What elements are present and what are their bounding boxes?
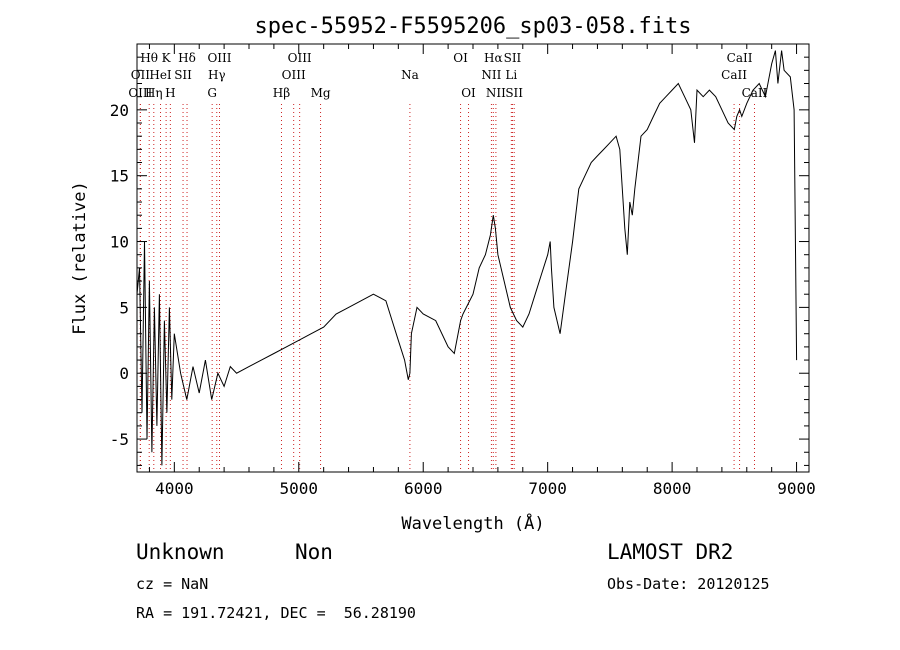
line-label-25: NII	[486, 86, 506, 100]
line-label-22: Hβ	[273, 86, 290, 100]
line-label-27: CaII	[742, 86, 768, 100]
line-label-13: OIII	[282, 68, 306, 82]
x-tick-label-5: 9000	[777, 479, 816, 498]
line-label-23: Mg	[311, 86, 331, 100]
object-subclass: Non	[295, 540, 333, 564]
line-label-0: Hθ	[140, 51, 158, 65]
redshift-cz: cz = NaN	[136, 575, 209, 593]
y-tick-label-4: 15	[110, 167, 129, 186]
x-axis-label: Wavelength (Å)	[401, 512, 544, 534]
line-label-10: HeI	[149, 68, 172, 82]
line-label-11: SII	[174, 68, 192, 82]
line-label-21: G	[207, 86, 217, 100]
obs-date: Obs-Date: 20120125	[607, 575, 770, 593]
line-label-18: OIII	[128, 86, 152, 100]
line-label-19: Hη	[145, 86, 163, 100]
x-tick-label-4: 8000	[653, 479, 692, 498]
line-label-17: CaII	[721, 68, 747, 82]
line-label-14: Na	[401, 68, 419, 82]
line-label-8: CaII	[727, 51, 753, 65]
x-tick-label-3: 7000	[528, 479, 567, 498]
plot-frame	[136, 43, 810, 473]
x-tick-label-0: 4000	[155, 479, 194, 498]
line-label-26: SII	[505, 86, 523, 100]
line-label-4: OIII	[288, 51, 312, 65]
line-label-5: OI	[453, 51, 468, 65]
object-class: Unknown	[136, 540, 225, 564]
x-tick-label-2: 6000	[404, 479, 443, 498]
y-tick-label-0: -5	[110, 430, 129, 449]
y-tick-label-2: 5	[119, 298, 129, 317]
x-axis: 4000 5000 6000 7000 8000 9000	[148, 44, 816, 498]
survey-name: LAMOST DR2	[607, 540, 734, 564]
line-label-3: OIII	[207, 51, 231, 65]
y-axis: -5 0 5 10 15 20	[110, 56, 809, 466]
line-label-7: SII	[504, 51, 522, 65]
line-label-6: Hα	[484, 51, 503, 65]
line-label-24: OI	[461, 86, 476, 100]
y-axis-label: Flux (relative)	[70, 181, 90, 335]
y-tick-label-3: 10	[110, 233, 129, 252]
x-tick-label-1: 5000	[280, 479, 319, 498]
line-label-1: K	[162, 51, 172, 65]
line-markers	[139, 104, 755, 472]
y-tick-label-1: 0	[119, 364, 129, 383]
spectrum-line	[136, 50, 798, 466]
line-label-20: H	[165, 86, 175, 100]
line-label-16: Li	[505, 68, 517, 82]
line-label-9: OII	[131, 68, 151, 82]
line-label-2: Hδ	[178, 51, 196, 65]
coordinates: RA = 191.72421, DEC = 56.28190	[136, 604, 416, 622]
chart-title: spec-55952-F5595206_sp03-058.fits	[254, 14, 691, 39]
y-tick-label-5: 20	[110, 101, 129, 120]
line-label-12: Hγ	[208, 68, 226, 82]
line-label-15: NII	[481, 68, 501, 82]
